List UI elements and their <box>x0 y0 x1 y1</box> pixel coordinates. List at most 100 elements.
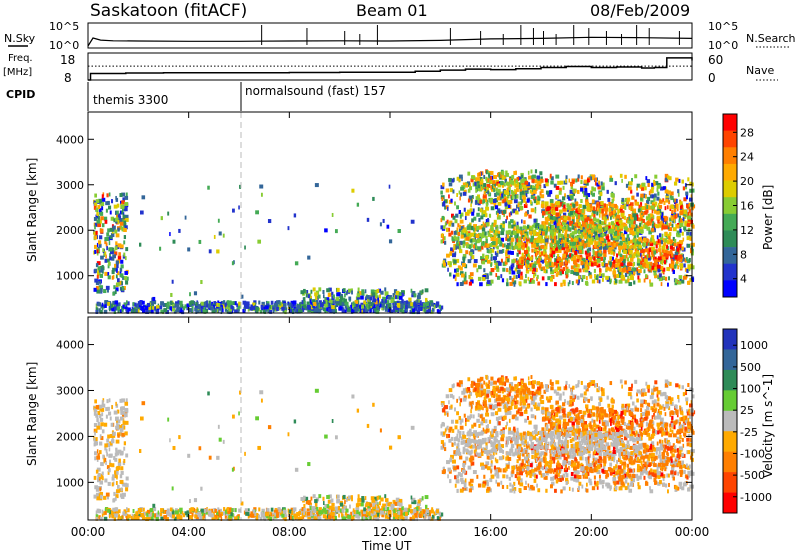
power-cell <box>119 219 123 224</box>
power-cell <box>146 302 151 307</box>
power-cell <box>608 211 611 216</box>
power-cell <box>446 219 449 224</box>
power-cell <box>270 305 274 310</box>
power-cell <box>594 273 596 278</box>
power-cell <box>490 253 493 258</box>
power-cell <box>467 259 472 264</box>
power-cell <box>500 237 505 242</box>
power-cell <box>184 304 188 309</box>
power-cell <box>540 176 543 181</box>
y-tick-label: 3000 <box>56 179 84 192</box>
power-cell <box>108 261 111 266</box>
power-cell <box>624 272 628 277</box>
power-cell <box>122 254 126 259</box>
power-cell <box>687 211 690 216</box>
power-cell <box>344 309 347 314</box>
power-cell <box>576 240 580 245</box>
power-cell <box>480 234 484 239</box>
power-cell <box>507 181 510 186</box>
velocity-cell <box>97 410 101 415</box>
power-cell <box>576 218 579 223</box>
power-cell <box>569 195 574 200</box>
power-cell <box>645 245 648 250</box>
velocity-cell <box>116 409 120 414</box>
power-cell <box>620 262 624 267</box>
power-cell <box>572 270 575 275</box>
power-cell <box>361 304 365 309</box>
power-cell <box>612 209 616 214</box>
power-cell <box>497 172 500 177</box>
power-cell <box>625 240 629 245</box>
power-cell <box>628 216 632 221</box>
power-cell <box>382 218 385 223</box>
power-cell <box>676 232 678 237</box>
power-cell <box>689 188 693 193</box>
power-cell <box>591 228 595 233</box>
power-cell <box>588 272 592 277</box>
power-cell <box>318 287 322 292</box>
power-cell <box>530 235 534 240</box>
power-cell <box>638 237 643 242</box>
power-cell <box>528 214 532 219</box>
power-cell <box>323 299 327 304</box>
power-cell <box>586 224 589 229</box>
power-cell <box>457 236 460 241</box>
power-cell <box>127 307 131 312</box>
power-cell <box>189 301 192 306</box>
power-cell <box>550 176 554 181</box>
power-cell <box>476 212 480 217</box>
power-cell <box>480 215 484 220</box>
power-cell <box>470 277 474 282</box>
velocity-cell <box>105 407 109 412</box>
power-cell <box>682 257 686 262</box>
power-cell <box>502 261 505 266</box>
velocity-cell <box>123 492 126 497</box>
velocity-cell <box>104 478 108 483</box>
power-cell <box>108 247 113 252</box>
power-cell <box>644 186 647 191</box>
power-cell <box>228 300 232 305</box>
power-cell <box>673 219 676 224</box>
power-cell <box>456 268 459 273</box>
power-cell <box>578 234 582 239</box>
power-cell <box>640 186 645 191</box>
power-cell <box>123 207 128 212</box>
power-cell <box>328 298 333 303</box>
power-cell <box>625 254 628 259</box>
power-cell <box>560 282 563 287</box>
power-cell <box>618 250 621 255</box>
power-cell <box>283 307 287 312</box>
power-cell <box>101 302 104 307</box>
power-cell <box>377 297 379 302</box>
power-cell <box>620 226 624 231</box>
power-cell <box>448 232 452 237</box>
power-cell <box>443 199 448 204</box>
power-cell <box>466 225 471 230</box>
power-cell <box>490 248 495 253</box>
power-cell <box>558 238 561 243</box>
power-cell <box>591 192 596 197</box>
power-cell <box>112 227 116 232</box>
power-cell <box>572 188 575 193</box>
power-cell <box>524 229 528 234</box>
power-cell <box>214 307 218 312</box>
power-cell <box>425 309 429 314</box>
power-cell <box>671 216 674 221</box>
power-cell <box>598 245 603 250</box>
power-cell <box>441 197 444 202</box>
power-cell <box>324 297 327 302</box>
power-cell <box>191 305 194 310</box>
power-cell <box>96 289 100 294</box>
power-cell <box>322 289 325 294</box>
power-cell <box>576 263 580 268</box>
power-cell <box>584 229 587 234</box>
power-cell <box>654 209 657 214</box>
power-cell <box>523 178 527 183</box>
power-cell <box>493 256 497 261</box>
power-cell <box>190 300 194 305</box>
power-cell <box>107 228 110 233</box>
power-cell <box>655 262 659 267</box>
power-cell <box>126 300 128 305</box>
velocity-cell <box>114 457 118 462</box>
power-cell <box>626 217 631 222</box>
